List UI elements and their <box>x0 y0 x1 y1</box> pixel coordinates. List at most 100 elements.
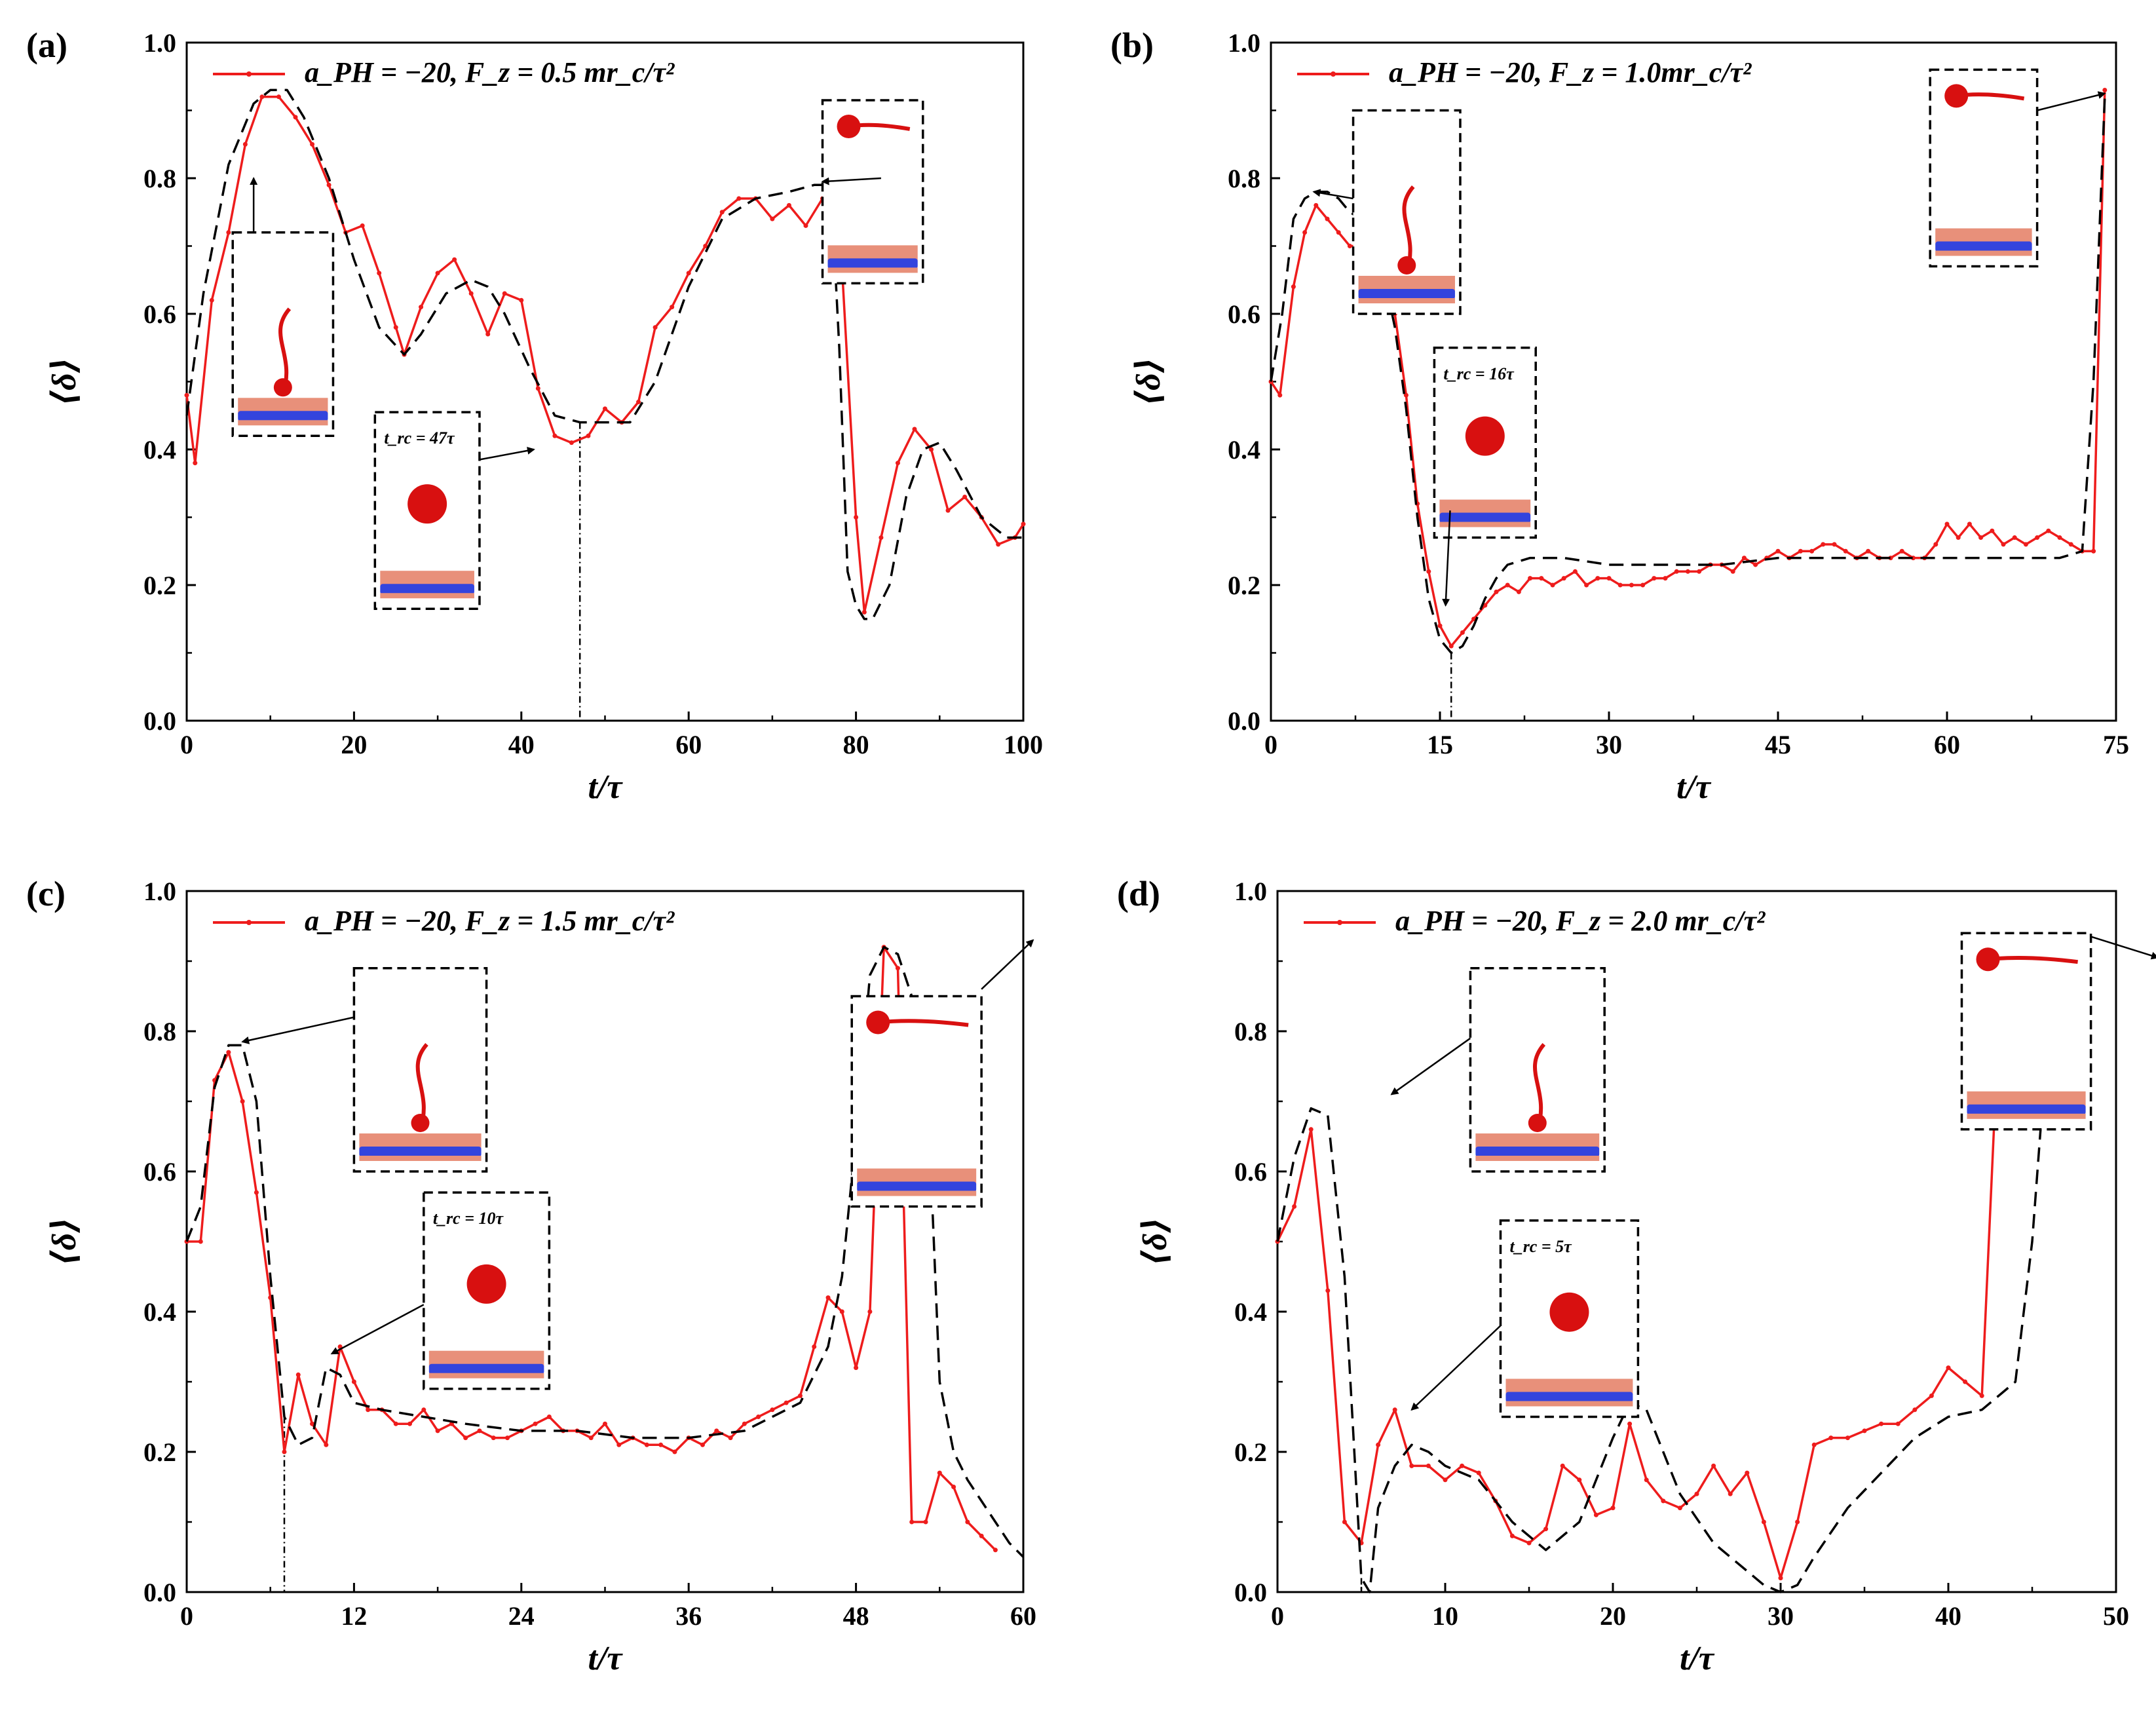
data-point <box>1577 1477 1582 1483</box>
data-point <box>209 297 214 303</box>
data-point <box>2057 535 2062 541</box>
legend-marker <box>1331 71 1336 77</box>
data-point <box>951 1485 956 1489</box>
data-point <box>1979 1393 1984 1398</box>
data-point <box>1741 556 1747 561</box>
legend-entry: a_PH = −20, F_z = 1.0mr_c/τ² <box>1389 56 1752 88</box>
snapshot-inset <box>231 177 335 438</box>
x-tick-label: 30 <box>1768 1601 1794 1631</box>
data-point <box>1437 623 1443 628</box>
data-point <box>588 1435 594 1441</box>
x-tick-label: 60 <box>675 730 702 759</box>
data-point <box>603 1421 607 1426</box>
snapshot-inset: t_rc = 10τ <box>330 1191 551 1390</box>
legend-marker <box>1337 920 1342 925</box>
data-point <box>1929 1393 1934 1398</box>
y-tick-label: 0.2 <box>143 571 176 600</box>
data-point <box>1963 1379 1968 1384</box>
y-tick-label: 0.8 <box>143 164 176 193</box>
snapshot-inset: t_rc = 16τ <box>1433 347 1537 607</box>
data-point <box>1778 1576 1783 1581</box>
data-point <box>1528 576 1533 581</box>
data-point <box>1644 1477 1649 1483</box>
membrane-lower-layer <box>238 420 328 426</box>
data-point <box>1443 1477 1448 1483</box>
y-axis-label: ⟨δ⟩ <box>46 357 83 406</box>
y-tick-label: 0.4 <box>1234 1297 1267 1327</box>
data-point <box>770 216 775 221</box>
data-point <box>895 966 900 971</box>
x-tick-label: 0 <box>1271 1601 1284 1631</box>
legend-entry: a_PH = −20, F_z = 2.0 mr_c/τ² <box>1395 905 1766 937</box>
y-tick-label: 0.0 <box>1228 706 1260 736</box>
data-point <box>310 142 315 147</box>
panel-label: (a) <box>26 26 67 65</box>
y-axis-label: ⟨δ⟩ <box>46 1217 83 1266</box>
x-tick-label: 45 <box>1765 730 1791 759</box>
data-point <box>1291 284 1296 290</box>
series-red-line <box>185 96 1025 614</box>
panel-label: (b) <box>1110 26 1154 65</box>
membrane-lower-layer <box>1475 1156 1600 1161</box>
data-point <box>1292 1204 1297 1209</box>
data-point <box>854 515 859 520</box>
y-tick-label: 0.2 <box>143 1437 176 1467</box>
data-point <box>535 386 540 391</box>
data-point <box>784 1400 789 1405</box>
data-point <box>463 1435 468 1441</box>
data-point <box>644 1442 649 1447</box>
snapshot-inset <box>1312 109 1462 315</box>
snapshot-inset <box>821 99 924 285</box>
membrane-tail-layer <box>380 584 474 595</box>
data-point <box>519 297 524 303</box>
data-point <box>326 182 331 187</box>
data-point <box>1821 542 1826 547</box>
data-point <box>421 1407 426 1413</box>
data-point <box>1347 244 1352 248</box>
y-tick-label: 0.6 <box>143 1157 176 1187</box>
data-point <box>1895 1421 1901 1426</box>
membrane-lower-layer <box>1505 1401 1633 1407</box>
polymer-globule <box>466 1264 506 1304</box>
data-point <box>1550 582 1555 588</box>
data-point <box>1899 548 1904 554</box>
data-point <box>1516 589 1521 594</box>
membrane-tail-layer <box>1967 1104 2086 1115</box>
data-point <box>1677 1506 1682 1511</box>
polymer-globule <box>273 378 292 397</box>
y-tick-label: 0.0 <box>1234 1578 1267 1607</box>
membrane-lower-layer <box>359 1156 482 1161</box>
data-point <box>1561 576 1566 581</box>
y-tick-label: 1.0 <box>1234 877 1267 906</box>
x-tick-label: 60 <box>1010 1601 1036 1631</box>
data-point <box>477 1428 482 1434</box>
data-point <box>2102 87 2108 92</box>
data-point <box>1460 630 1465 635</box>
data-point <box>1866 548 1871 554</box>
membrane-tail-layer <box>1935 241 2032 252</box>
y-tick-label: 0.0 <box>143 706 176 736</box>
data-point <box>282 1449 287 1454</box>
data-point <box>1843 548 1848 554</box>
membrane-lower-layer <box>1967 1113 2086 1119</box>
data-point <box>636 400 641 405</box>
data-point <box>1629 582 1634 588</box>
x-tick-label: 0 <box>180 730 193 759</box>
data-point <box>1426 1463 1431 1468</box>
y-tick-label: 0.0 <box>143 1578 176 1607</box>
membrane-lower-layer <box>1358 298 1455 303</box>
legend-marker <box>246 71 252 77</box>
data-point <box>242 142 248 147</box>
data-point <box>546 1415 552 1419</box>
panel-label: (c) <box>26 874 66 913</box>
inset-arrow <box>1442 510 1451 607</box>
data-point <box>184 392 189 398</box>
data-point <box>485 332 491 337</box>
membrane-tail-layer <box>1358 289 1455 299</box>
x-tick-label: 30 <box>1596 730 1622 759</box>
data-point <box>879 535 884 541</box>
data-point <box>786 202 791 208</box>
data-point <box>552 433 558 438</box>
data-point <box>259 94 265 100</box>
